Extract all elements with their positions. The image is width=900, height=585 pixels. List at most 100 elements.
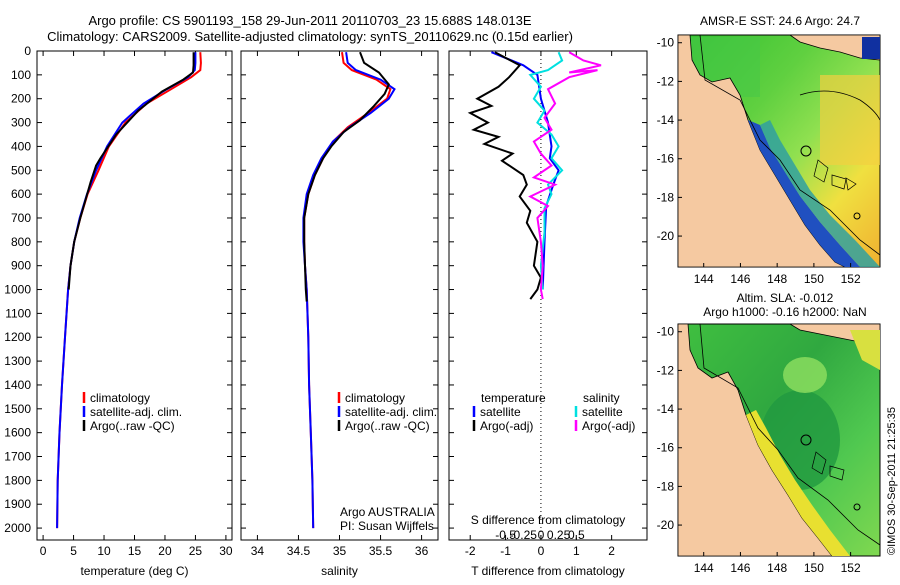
sst-coastal-band: [748, 120, 860, 267]
map-y-tick-label: -14: [657, 402, 675, 416]
map-x-tick-label: 152: [841, 561, 861, 575]
sla-map-title-2: Argo h1000: -0.16 h2000: NaN: [703, 305, 866, 319]
y-tick-label: 1600: [4, 426, 31, 440]
series-line: [467, 51, 542, 300]
y-tick-label: 600: [11, 187, 31, 201]
map-x-tick-label: 148: [767, 561, 787, 575]
y-tick-label: 300: [11, 116, 31, 130]
map-x-tick-label: 146: [730, 561, 750, 575]
sla-map: Altim. SLA: -0.012 Argo h1000: -0.16 h20…: [657, 291, 881, 575]
y-tick-label: 700: [11, 211, 31, 225]
sla-reef-1: [811, 451, 827, 475]
legend-label-climatology: climatology: [345, 391, 405, 405]
map-x-tick-label: 150: [804, 272, 824, 286]
legend-heading-temperature: temperature: [481, 391, 546, 405]
legend-label-climatology: climatology: [90, 391, 150, 405]
legend-label-s-argo: Argo(-adj): [582, 419, 635, 433]
x-tick-label: 25: [189, 544, 203, 558]
y-tick-label: 1700: [4, 450, 31, 464]
map-y-tick-label: -20: [657, 229, 675, 243]
x-tick-label: 5: [70, 544, 77, 558]
map-y-tick-label: -10: [657, 325, 675, 339]
legend-label-argo: Argo(..raw -QC): [345, 419, 430, 433]
y-tick-label: 1400: [4, 378, 31, 392]
x-tick-label: 15: [128, 544, 142, 558]
map-x-tick-label: 148: [767, 272, 787, 286]
y-tick-label: 200: [11, 92, 31, 106]
plot-frame: [36, 50, 233, 541]
plot-frame: [240, 50, 439, 541]
x-tick-label: 35.5: [369, 544, 393, 558]
map-y-tick-label: -10: [657, 36, 675, 50]
sst-depth-contour: [699, 34, 881, 256]
map-x-tick-label: 144: [694, 561, 714, 575]
x-tick-label: 10: [97, 544, 111, 558]
series-line: [303, 51, 390, 302]
temperature-legend: climatology satellite-adj. clim. Argo(..…: [82, 391, 182, 433]
sla-reef-2: [829, 465, 845, 481]
x-tick-label: 34.5: [287, 544, 311, 558]
sst-argo-position-marker: [800, 145, 812, 157]
x-tick-label: 0: [40, 544, 47, 558]
y-tick-label: 1100: [5, 306, 31, 320]
difference-legend: temperature satellite Argo(-adj) salinit…: [472, 391, 635, 433]
sst-warm-patch: [820, 75, 880, 165]
argo-annotation-line-2: PI: Susan Wijffels: [340, 519, 434, 533]
y-tick-label: 900: [11, 259, 31, 273]
y-tick-label: 1300: [4, 354, 31, 368]
y-tick-label: 2000: [4, 521, 31, 535]
sla-argo-position-marker: [800, 434, 812, 446]
argo-annotation-line-1: Argo AUSTRALIA: [340, 505, 435, 519]
sst-small-marker: [853, 212, 861, 220]
legend-label-t-satellite: satellite: [480, 405, 521, 419]
y-tick-label: 500: [11, 163, 31, 177]
map-y-tick-label: -14: [657, 113, 675, 127]
y-tick-label: 100: [11, 68, 31, 82]
salinity-legend: climatology satellite-adj. clim. Argo(..…: [337, 391, 437, 533]
legend-label-satellite: satellite-adj. clim.: [345, 405, 437, 419]
difference-profile-plot: -2 -1 0 1 2 T difference from climatology S di…: [448, 50, 648, 578]
sst-depth-contour-2: [799, 90, 881, 121]
map-x-tick-label: 144: [694, 272, 714, 286]
x-tick-label: 2: [608, 544, 615, 558]
map-x-tick-label: 150: [804, 561, 824, 575]
legend-label-t-argo: Argo(-adj): [480, 419, 533, 433]
sst-map-title: AMSR-E SST: 24.6 Argo: 24.7: [700, 14, 860, 28]
y-tick-label: 1000: [4, 283, 31, 297]
y-tick-label: 0: [24, 44, 31, 58]
sst-coastal-band-light: [760, 120, 880, 267]
map-x-tick-label: 146: [730, 272, 750, 286]
sst-deep-blue-patch: [862, 37, 880, 59]
x-tick-label: 0: [538, 544, 545, 558]
y-tick-label: 1200: [4, 330, 31, 344]
x-tick-label: -1: [500, 544, 511, 558]
sla-yellow-patch: [850, 330, 880, 370]
map-x-tick-label: 152: [841, 272, 861, 286]
y-tick-label: 1800: [4, 473, 31, 487]
x-tick-label: 30: [219, 544, 233, 558]
sla-depth-contour: [699, 323, 881, 546]
sst-reef-1: [813, 159, 829, 183]
top-axis-label: S difference from climatology: [471, 513, 626, 527]
x-tick-label: 1: [573, 544, 580, 558]
top-tick-label: -0.5: [495, 528, 516, 542]
title-line-2: Climatology: CARS2009. Satellite-adjuste…: [47, 29, 573, 44]
series-line: [67, 52, 195, 290]
temperature-profile-plot: 0 5 10 15 20 25 30 temperature (deg C) 0 100 200 30…: [4, 44, 233, 578]
sla-map-title-1: Altim. SLA: -0.012: [737, 291, 834, 305]
sla-coastal-band: [746, 410, 850, 556]
series-line: [302, 52, 396, 529]
map-y-tick-label: -16: [657, 441, 675, 455]
x-tick-label: 20: [158, 544, 172, 558]
top-tick-label: 0.25: [547, 528, 571, 542]
y-tick-label: 400: [11, 139, 31, 153]
legend-label-s-satellite: satellite: [582, 405, 623, 419]
sla-light-patch: [783, 357, 827, 393]
map-y-tick-label: -12: [657, 74, 675, 88]
x-axis-label: temperature (deg C): [80, 564, 188, 578]
map-y-tick-label: -18: [657, 479, 675, 493]
top-tick-label: 0: [538, 528, 545, 542]
legend-heading-salinity: salinity: [583, 391, 620, 405]
x-axis-label: salinity: [321, 564, 358, 578]
